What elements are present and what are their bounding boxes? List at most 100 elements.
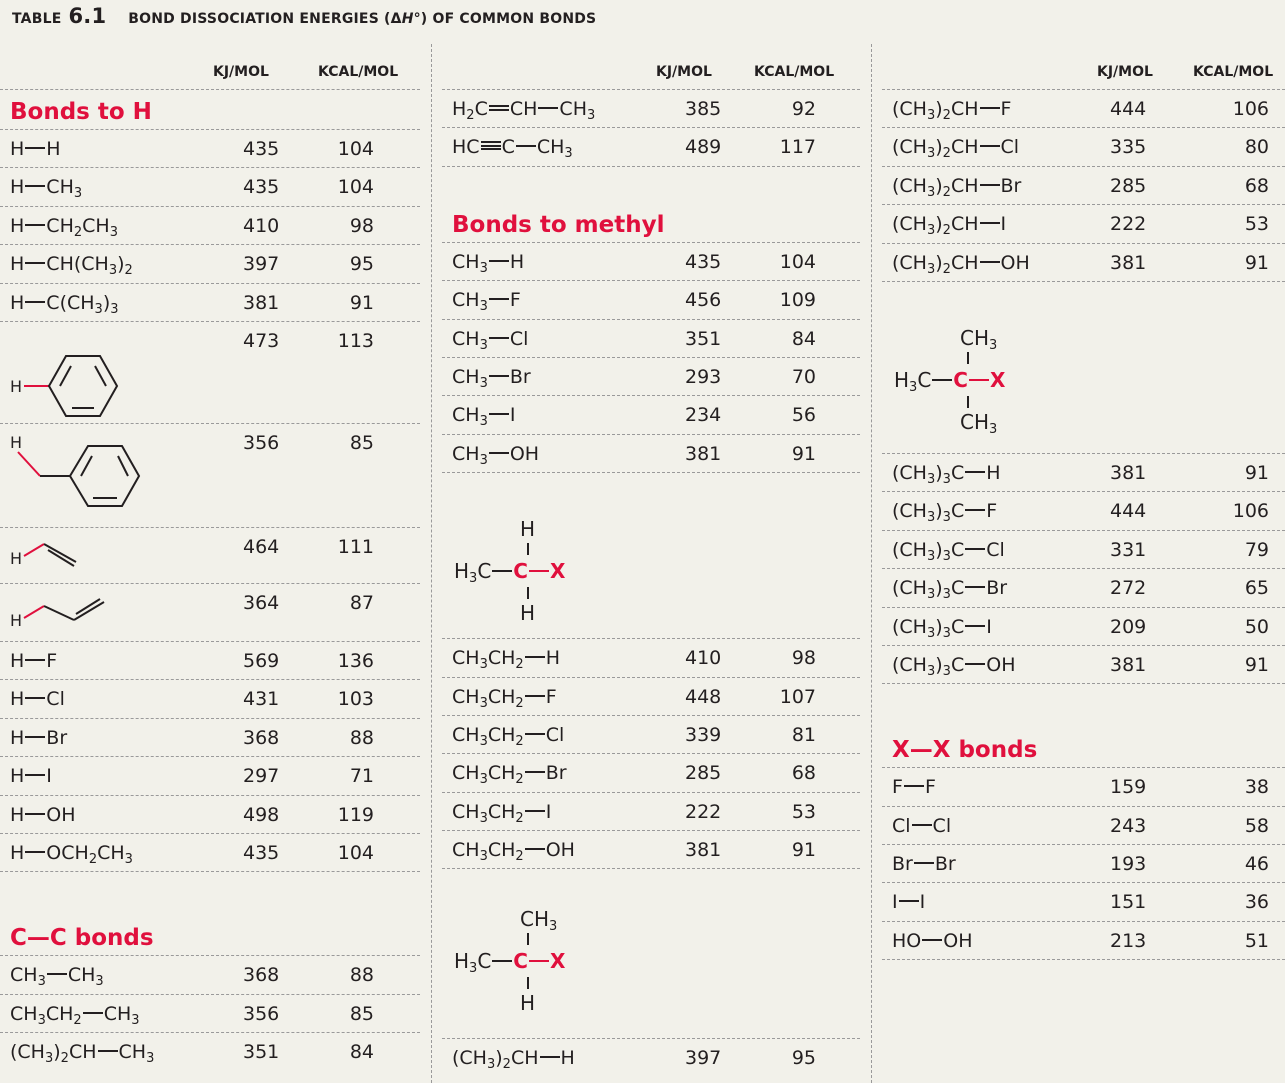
kcal-value: 104 <box>337 176 374 199</box>
column-header: KJ/MOL KCAL/MOL <box>882 44 1285 90</box>
kj-value: 364 <box>243 591 280 614</box>
formula: Cl Cl <box>892 814 952 837</box>
table-row: CH3 I 234 56 <box>442 396 860 435</box>
kcal-value: 98 <box>791 647 816 670</box>
kcal-value: 106 <box>1232 98 1269 120</box>
kcal-value: 65 <box>1244 577 1269 600</box>
column-1: KJ/MOL KCAL/MOL Bonds to H H H 435 104 H CH3… <box>0 44 420 1083</box>
table-row: (CH3)3C Cl 331 79 <box>882 531 1285 570</box>
table-row: (CH3)2CH Br 285 68 <box>882 167 1285 206</box>
kcal-value: 104 <box>337 138 374 160</box>
kj-value: 381 <box>243 291 280 314</box>
kcal-value: 85 <box>349 431 374 454</box>
benzyl-structure-icon: H <box>10 433 141 507</box>
table-row: H I 297 71 <box>0 757 420 796</box>
kj-value: 381 <box>1110 653 1147 676</box>
formula: H CH2CH3 <box>10 214 118 240</box>
table-row: CH3 OH 381 91 <box>442 435 860 474</box>
kj-value: 335 <box>1110 136 1147 159</box>
kj-value: 473 <box>243 329 280 352</box>
table-row-allyl: H 364 87 <box>0 584 420 642</box>
kj-value: 410 <box>685 647 722 670</box>
kcal-value: 91 <box>791 839 816 862</box>
kcal-header: KCAL/MOL <box>1193 64 1274 80</box>
table-row: H H 435 104 <box>0 130 420 169</box>
kj-value: 435 <box>243 841 280 864</box>
kcal-value: 71 <box>349 765 374 788</box>
kj-value: 381 <box>1110 461 1147 484</box>
kj-value: 444 <box>1110 500 1147 523</box>
table-caption-end: °) OF COMMON BONDS <box>413 11 597 27</box>
kcal-value: 109 <box>779 289 816 312</box>
kj-value: 222 <box>1110 213 1147 236</box>
formula: (CH3)3C H <box>892 461 1001 487</box>
formula: H Br <box>10 726 68 749</box>
section-bonds-to-h: Bonds to H <box>0 90 420 130</box>
kcal-value: 104 <box>337 841 374 864</box>
formula: CH3 Br <box>452 365 531 391</box>
formula: CH3CH2 CH3 <box>10 1002 140 1028</box>
kcal-value: 68 <box>1244 174 1269 197</box>
table-row: CH3 H 435 104 <box>442 243 860 282</box>
kcal-value: 113 <box>337 329 374 352</box>
kcal-header: KCAL/MOL <box>318 64 399 80</box>
table-row: H F 569 136 <box>0 642 420 681</box>
table-row: F F 159 38 <box>882 768 1285 807</box>
kcal-value: 53 <box>791 800 816 823</box>
formula: HC C CH3 <box>452 136 573 162</box>
formula: CH3CH2 F <box>452 685 557 711</box>
svg-text:H: H <box>10 433 22 452</box>
kcal-value: 136 <box>337 649 374 672</box>
table-row: Br Br 193 46 <box>882 845 1285 884</box>
table-row: (CH3)2CH Cl 335 80 <box>882 128 1285 167</box>
kj-value: 381 <box>685 442 722 465</box>
table-row: (CH3)2CH F 444 106 <box>882 90 1285 129</box>
formula: CH3CH2 H <box>452 647 560 673</box>
tbutyl-structure: CH3 H3C C X CH3 <box>882 282 1285 454</box>
formula: (CH3)2CH I <box>892 213 1007 239</box>
kj-value: 410 <box>243 214 280 237</box>
kcal-value: 107 <box>779 685 816 708</box>
column-header: KJ/MOL KCAL/MOL <box>442 44 860 90</box>
kcal-value: 103 <box>337 688 374 711</box>
svg-text:H: H <box>10 611 22 630</box>
kj-header: KJ/MOL <box>656 64 712 80</box>
kj-value: 569 <box>243 649 280 672</box>
allyl-structure-icon: H <box>10 598 105 630</box>
formula: CH3CH2 I <box>452 800 552 826</box>
table-row-phenyl: H 473 113 <box>0 322 420 424</box>
section-title: Bonds to H <box>10 99 152 125</box>
ethyl-structure: H H3C C X H <box>442 473 860 640</box>
kj-value: 213 <box>1110 929 1147 952</box>
table-label: TABLE <box>12 11 62 27</box>
kj-value: 464 <box>243 535 280 558</box>
kj-value: 397 <box>243 253 280 276</box>
kj-value: 243 <box>1110 814 1147 837</box>
column-divider <box>431 44 432 1083</box>
table-row: CH3 F 456 109 <box>442 281 860 320</box>
table-row: Cl Cl 243 58 <box>882 807 1285 846</box>
table-row: HO OH 213 51 <box>882 922 1285 961</box>
kcal-value: 91 <box>1244 653 1269 676</box>
isopropyl-structure-icon: CH3 H3C C X H <box>454 907 566 1016</box>
table-row: H CH3 435 104 <box>0 168 420 207</box>
table-row: HC C CH3 489 117 <box>442 128 860 167</box>
column-2: KJ/MOL KCAL/MOL H2C CH CH3 385 92 HC C CH3 489 1… <box>442 44 860 1083</box>
kcal-value: 91 <box>1244 461 1269 484</box>
kcal-value: 91 <box>791 442 816 465</box>
kj-value: 489 <box>685 136 722 159</box>
kcal-value: 46 <box>1244 853 1269 876</box>
table-row: CH3CH2 I 222 53 <box>442 793 860 832</box>
kcal-value: 87 <box>349 591 374 614</box>
kj-value: 368 <box>243 726 280 749</box>
formula: H2C CH CH3 <box>452 98 596 123</box>
kcal-value: 91 <box>349 291 374 314</box>
table-row: H OCH2CH3 435 104 <box>0 834 420 873</box>
kj-value: 381 <box>1110 251 1147 274</box>
table-row: CH3CH2 OH 381 91 <box>442 831 860 870</box>
table-caption-italic: H <box>401 11 414 27</box>
table-row: H2C CH CH3 385 92 <box>442 90 860 129</box>
formula: (CH3)3C Cl <box>892 538 1005 564</box>
